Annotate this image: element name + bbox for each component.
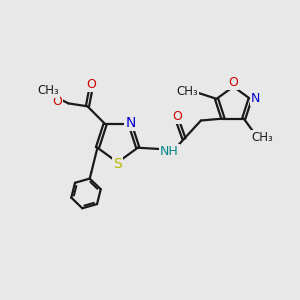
Text: NH: NH [160, 145, 179, 158]
Text: CH₃: CH₃ [252, 131, 273, 144]
Text: CH₃: CH₃ [38, 84, 59, 97]
Text: S: S [113, 157, 122, 171]
Text: N: N [125, 116, 136, 130]
Text: O: O [228, 76, 238, 89]
Text: O: O [86, 78, 96, 91]
Text: O: O [52, 94, 62, 107]
Text: N: N [251, 92, 260, 105]
Text: CH₃: CH₃ [176, 85, 198, 98]
Text: O: O [172, 110, 182, 123]
